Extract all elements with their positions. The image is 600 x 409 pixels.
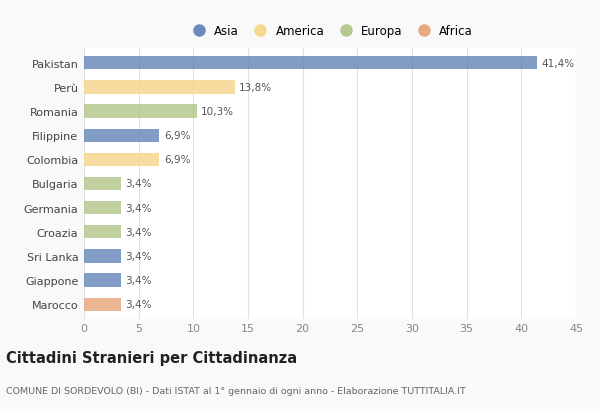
Bar	[84, 202, 121, 215]
Bar	[84, 274, 121, 287]
Text: 41,4%: 41,4%	[541, 58, 574, 69]
Text: 3,4%: 3,4%	[125, 179, 152, 189]
Bar	[84, 178, 121, 191]
Bar	[84, 298, 121, 311]
Bar	[84, 105, 197, 118]
Bar	[84, 57, 536, 70]
Text: Cittadini Stranieri per Cittadinanza: Cittadini Stranieri per Cittadinanza	[6, 350, 297, 365]
Text: 3,4%: 3,4%	[125, 227, 152, 237]
Text: 3,4%: 3,4%	[125, 276, 152, 285]
Text: 3,4%: 3,4%	[125, 252, 152, 261]
Text: 3,4%: 3,4%	[125, 203, 152, 213]
Bar	[84, 250, 121, 263]
Bar	[84, 153, 160, 166]
Text: 3,4%: 3,4%	[125, 299, 152, 310]
Bar	[84, 129, 160, 142]
Bar	[84, 81, 235, 94]
Text: 6,9%: 6,9%	[164, 131, 190, 141]
Legend: Asia, America, Europa, Africa: Asia, America, Europa, Africa	[182, 20, 478, 42]
Text: COMUNE DI SORDEVOLO (BI) - Dati ISTAT al 1° gennaio di ogni anno - Elaborazione : COMUNE DI SORDEVOLO (BI) - Dati ISTAT al…	[6, 387, 466, 396]
Bar	[84, 226, 121, 239]
Text: 13,8%: 13,8%	[239, 83, 272, 92]
Text: 6,9%: 6,9%	[164, 155, 190, 165]
Text: 10,3%: 10,3%	[201, 107, 234, 117]
